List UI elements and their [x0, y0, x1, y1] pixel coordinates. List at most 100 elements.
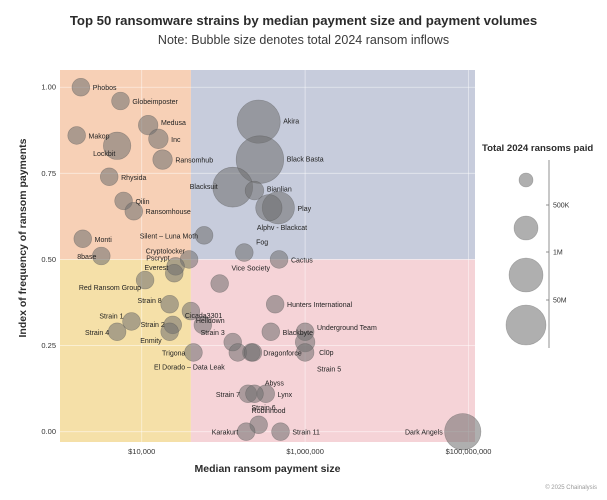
bubble-label: Robinhood — [252, 408, 286, 415]
grid-lines — [60, 70, 475, 442]
bubble-label: Everest — [144, 265, 168, 272]
bubble — [111, 91, 130, 111]
bubble-label: Strain 7 — [216, 392, 240, 399]
bubble-label: Blackbyte — [283, 330, 313, 337]
bubble-label: Akira — [283, 119, 299, 126]
bubble — [212, 166, 253, 208]
bubble — [245, 384, 264, 403]
y-tick-label: 0.50 — [41, 255, 56, 264]
bubble — [160, 295, 179, 314]
bubble — [114, 191, 133, 211]
y-tick-label: 0.75 — [41, 169, 56, 178]
quadrant-backgrounds — [60, 70, 475, 442]
bubble-label: Pscrypt — [146, 255, 169, 262]
legend-bubble — [508, 257, 544, 293]
bubble — [135, 270, 155, 290]
bubble-label: Hunters International — [287, 302, 352, 309]
bubble-label: Rhysida — [121, 175, 146, 182]
bubble — [194, 226, 214, 245]
bubble-label: Karakurt — [212, 430, 239, 437]
bubble — [223, 332, 242, 352]
bubble-label: Blacksuit — [190, 184, 218, 191]
legend-label: 500K — [553, 203, 570, 210]
bubble — [67, 126, 86, 145]
legend-bubble — [518, 172, 534, 188]
bubble-label: Strain 3 — [201, 330, 225, 337]
bubble — [152, 149, 173, 170]
bubble — [160, 322, 179, 341]
bubble — [165, 264, 184, 283]
chart-title: Top 50 ransomware strains by median paym… — [69, 13, 538, 28]
bubble-label: Strain 11 — [292, 430, 320, 437]
bubble — [295, 322, 315, 341]
bubble-label: Helldown — [196, 318, 225, 325]
bubble — [261, 191, 295, 225]
bubble-label: Cryptolocker — [146, 248, 186, 255]
bubble — [242, 343, 261, 362]
bubble — [228, 343, 247, 362]
bubble-label: Phobos — [93, 85, 117, 92]
bubble-label: Strain 2 — [141, 322, 165, 329]
bubble — [265, 295, 285, 314]
bubble-label: Cactus — [291, 257, 313, 264]
bubble-label: Globeimposter — [132, 99, 178, 106]
x-tick-label: $100,000,000 — [446, 447, 492, 456]
bubble-label: Medusa — [161, 120, 186, 127]
bubble-label: Abyss — [265, 380, 285, 387]
bubble — [138, 115, 159, 136]
y-tick-label: 0.25 — [41, 341, 56, 350]
bubble — [166, 257, 185, 276]
bubble — [103, 131, 132, 160]
bubble — [100, 167, 119, 186]
bubble — [210, 274, 229, 293]
bubble — [235, 243, 254, 262]
bubble-label: Strain 6 — [251, 405, 275, 412]
bubble — [269, 250, 289, 269]
legend-bubble — [513, 215, 539, 241]
bubble-label: Trigona — [162, 350, 186, 357]
y-tick-labels: 0.00 0.25 0.50 0.75 1.00 — [41, 83, 56, 436]
bubble — [243, 343, 263, 362]
bubble-label: Enmity — [140, 338, 162, 345]
bubble-label: Dark Angels — [405, 430, 443, 437]
bubble-label: Bianlian — [267, 187, 292, 194]
bubble — [148, 128, 169, 149]
bubble-label: Strain 8 — [138, 298, 162, 305]
x-tick-labels: $10,000 $1,000,000 $100,000,000 — [128, 447, 491, 456]
bubble — [261, 322, 280, 341]
chart-subtitle: Note: Bubble size denotes total 2024 ran… — [157, 33, 450, 47]
bubbles — [67, 78, 482, 451]
bubble — [271, 422, 290, 441]
legend-label: 50M — [553, 298, 567, 305]
bubble — [255, 194, 283, 222]
y-tick-label: 1.00 — [41, 83, 56, 92]
bubble-label: Strain 1 — [99, 313, 123, 320]
bubble-label: Play — [297, 206, 311, 213]
bubble — [163, 315, 182, 335]
bubble-label: Qilin — [135, 199, 149, 206]
bubble-label: Lockbit — [93, 151, 115, 158]
bubble-label: Monti — [95, 237, 113, 244]
bubble — [184, 343, 203, 362]
bubble-label: Vice Society — [232, 266, 271, 273]
bubble-label: Strain 5 — [317, 366, 341, 373]
bubble-label: Inc — [171, 137, 181, 144]
legend-title: Total 2024 ransoms paid — [482, 143, 594, 154]
bubble — [236, 99, 281, 144]
bubble — [179, 250, 199, 269]
bubble-label: Fog — [256, 240, 268, 247]
bubble — [122, 312, 141, 331]
size-legend: 500K 1M 50M — [505, 160, 570, 348]
bubble-label: Ransomhouse — [146, 209, 191, 216]
bubble — [193, 315, 213, 335]
bubble-label: Strain 4 — [85, 330, 109, 337]
bubble-labels: Phobos Globeimposter Medusa Akira Makop Inc Lo… — [77, 85, 443, 436]
bubble — [92, 246, 111, 266]
bubble-label: Ransomhub — [175, 158, 213, 165]
bubble — [244, 180, 265, 201]
bubble — [107, 322, 127, 341]
bubble-label: Lynx — [278, 392, 293, 399]
bubble-label: Makop — [89, 133, 110, 140]
y-tick-label: 0.00 — [41, 427, 56, 436]
